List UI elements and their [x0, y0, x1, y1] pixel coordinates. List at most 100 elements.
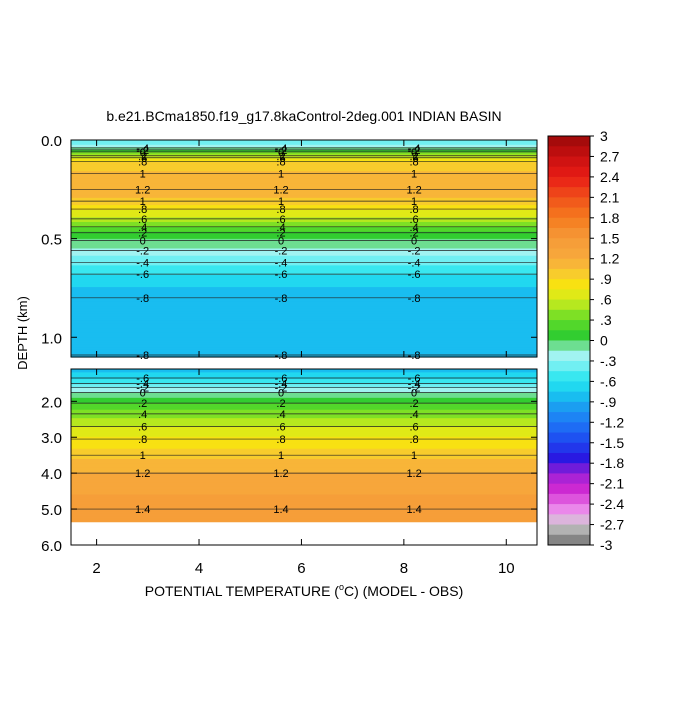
upper-fill-band — [71, 212, 537, 216]
lower-contour-label: .4 — [276, 409, 285, 421]
upper-fill-band — [71, 330, 537, 334]
x-tick-label: 10 — [498, 560, 515, 577]
lower-fill-band — [71, 426, 537, 429]
colorbar-bin — [548, 401, 590, 413]
upper-contour-label: -.6 — [275, 269, 288, 281]
lower-fill-band — [71, 477, 537, 480]
lower-fill-band — [71, 492, 537, 496]
lower-contour-label: 0 — [411, 387, 417, 399]
upper-fill-band — [71, 243, 537, 247]
lower-contour-label: .4 — [138, 409, 147, 421]
upper-contour-label: -.2 — [275, 145, 288, 157]
lower-contour-label: -.6 — [408, 373, 421, 385]
lower-frame — [70, 368, 538, 546]
lower-contour-label: 1.2 — [406, 468, 421, 480]
upper-contour-label: 0 — [278, 236, 284, 248]
upper-contour-label: .2 — [410, 228, 419, 240]
upper-fill-band — [71, 156, 537, 160]
upper-contour-label: .6 — [276, 214, 285, 226]
lower-fill-band — [71, 463, 537, 467]
upper-fill-band — [71, 209, 537, 213]
colorbar-bin — [548, 391, 590, 403]
colorbar-bin — [548, 217, 590, 229]
upper-fill-band — [71, 205, 537, 209]
lower-fill-band — [71, 384, 537, 387]
lower-fill-band — [71, 408, 537, 411]
colorbar-tick-label: .3 — [600, 312, 612, 328]
upper-fill-band — [71, 180, 537, 184]
lower-fill-band — [71, 401, 537, 404]
lower-fill-band — [71, 372, 537, 375]
lower-contour-label: -.6 — [275, 373, 288, 385]
lower-fill-band — [71, 406, 537, 409]
lower-contour-label: 1 — [278, 450, 284, 462]
upper-fill-band — [71, 289, 537, 293]
lower-fill-band — [71, 428, 537, 431]
upper-fill-band — [71, 352, 537, 356]
lower-fill-band — [71, 441, 537, 445]
colorbar-tick-label: -.3 — [600, 353, 617, 369]
colorbar-bin — [548, 228, 590, 239]
lower-fill-band — [71, 423, 537, 426]
upper-fill-band — [71, 168, 537, 172]
upper-fill-band — [71, 335, 537, 339]
upper-contour-label: .8 — [138, 157, 147, 169]
upper-fill-band — [71, 188, 537, 192]
colorbar-tick-label: -1.5 — [600, 435, 624, 451]
lower-fill-band — [71, 489, 537, 492]
upper-fill-band — [71, 255, 537, 259]
upper-fill-band — [71, 318, 537, 322]
lower-fill-band — [71, 457, 537, 460]
upper-fill-band — [71, 287, 537, 291]
upper-contour-label: .6 — [138, 214, 147, 226]
upper-frame — [70, 139, 538, 358]
x-axis-label: POTENTIAL TEMPERATURE (oC) (MODEL - OBS) — [145, 582, 464, 599]
lower-fill-band — [71, 374, 537, 377]
lower-fill-band — [71, 496, 537, 499]
colorbar-bin — [548, 340, 590, 352]
colorbar-bin — [548, 279, 590, 290]
upper-contour-label: -.4 — [275, 257, 288, 269]
colorbar-bin — [548, 442, 590, 454]
colorbar-tick-label: -2.1 — [600, 476, 624, 492]
colorbar-bin — [548, 166, 590, 178]
upper-contour-label: 0 — [140, 147, 146, 159]
colorbar-tick-label: -.9 — [600, 394, 617, 410]
colorbar-bin — [548, 514, 590, 525]
upper-contour-label: .8 — [410, 204, 419, 216]
lower-contour-label: 1.4 — [135, 504, 150, 516]
colorbar-bin — [548, 524, 590, 536]
lower-contour-label: .8 — [410, 434, 419, 446]
upper-fill-band — [71, 294, 537, 298]
upper-contour-label: 1 — [278, 196, 284, 208]
lower-fill-band — [71, 509, 537, 513]
lower-fill-band — [71, 465, 537, 468]
colorbar-bin — [548, 432, 590, 444]
colorbar-bin — [548, 156, 590, 168]
upper-fill-band — [71, 171, 537, 175]
lower-fill-band — [71, 380, 537, 384]
colorbar-tick-label: 0 — [600, 333, 608, 349]
lower-y-tick-label: 2.0 — [41, 394, 62, 411]
colorbar-bin — [548, 360, 590, 372]
upper-fill-band — [71, 152, 537, 156]
lower-fill-band — [71, 379, 537, 382]
lower-fill-band — [71, 482, 537, 485]
upper-contour-label: 1 — [411, 169, 417, 181]
upper-fill-band — [71, 325, 537, 329]
upper-contour-label: -.4 — [136, 257, 149, 269]
x-axis-label-tail: C) (MODEL - OBS) — [344, 583, 463, 599]
lower-fill-band — [71, 419, 537, 423]
colorbar-bin — [548, 238, 590, 249]
upper-contour-label: -.8 — [275, 293, 288, 305]
colorbar-bin — [548, 268, 590, 280]
lower-fill-band — [71, 469, 537, 472]
upper-fill-band — [71, 347, 537, 351]
colorbar: 3 2.7 2.4 2.1 1.8 1.5 1.2 .9 .6 .3 0 -.3 -.6 -.9 -1.2 -… — [547, 128, 624, 553]
upper-fill-band — [71, 316, 537, 320]
upper-fill-band — [71, 193, 537, 197]
lower-contour-label: 1.2 — [135, 468, 150, 480]
upper-fill-band — [71, 190, 537, 194]
upper-contour-label: .4 — [410, 222, 419, 234]
upper-contour-label: -.2 — [408, 145, 421, 157]
